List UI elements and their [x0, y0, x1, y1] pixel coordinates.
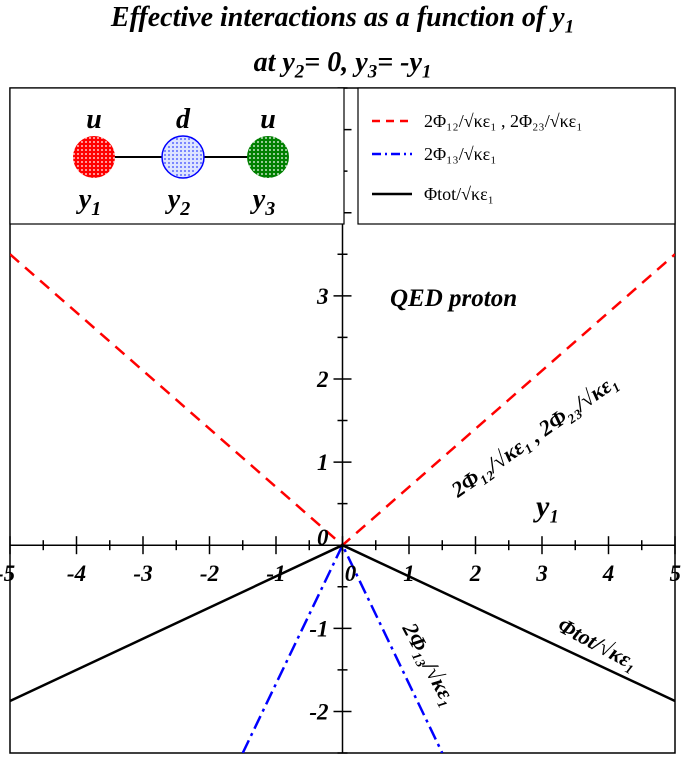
quark-flavor-label: u: [260, 104, 276, 135]
legend-label-2: Φtot/√κε₁: [424, 184, 494, 204]
series-line-1: [241, 542, 444, 753]
quark-2: uy3: [247, 104, 289, 220]
y-tick-label: 1: [317, 450, 329, 475]
red-curve-label: 2Φ₁₂/√κε₁ , 2Φ₂₃/√κε₁: [446, 369, 623, 503]
quark-flavor-label: u: [86, 104, 102, 135]
legend-box: [357, 87, 676, 225]
x-tick-label: 5: [670, 561, 682, 586]
chart-title: Effective interactions as a function of …: [0, 0, 685, 89]
x-tick-label: -1: [266, 561, 285, 586]
y-tick-label: -2: [309, 699, 328, 724]
x-tick-label: 1: [403, 561, 415, 586]
x-tick-label: -2: [200, 561, 219, 586]
x-tick-label: 3: [535, 561, 548, 586]
y-tick-label: 0: [317, 525, 329, 550]
x-tick-label: 2: [469, 561, 482, 586]
x-axis-label: y₁: [533, 490, 560, 523]
quark-circle: [161, 135, 205, 179]
x-tick-label: -4: [67, 561, 86, 586]
legend-label-1: 2Φ₁₃/√κε₁: [424, 144, 497, 164]
x-tick-label: -3: [133, 561, 152, 586]
quark-1: dy2: [161, 104, 205, 220]
quark-0: uy1: [73, 104, 115, 220]
legend-label-0: 2Φ₁₂/√κε₁ , 2Φ₂₃/√κε₁: [424, 111, 582, 131]
x-tick-label: 0: [345, 561, 357, 586]
x-tick-label: -5: [0, 561, 15, 586]
blue-curve-label: 2Φ₁₃/√κε₁: [397, 618, 462, 710]
y-tick-label: -1: [309, 616, 328, 641]
y-tick-label: 3: [316, 284, 329, 309]
quark-flavor-label: d: [176, 104, 191, 135]
x-tick-label: 4: [602, 561, 615, 586]
y-tick-label: 2: [316, 367, 329, 392]
chart-title-line1: Effective interactions as a function of …: [110, 2, 575, 38]
qed-proton-label: QED proton: [390, 285, 517, 312]
chart-title-line2: at y2= 0, y3= -y1: [253, 46, 432, 83]
